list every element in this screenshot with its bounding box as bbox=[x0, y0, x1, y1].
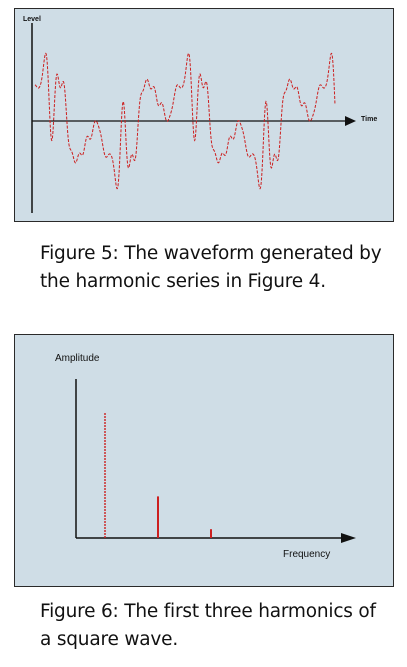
frequency-axis-label: Frequency bbox=[283, 549, 331, 560]
level-axis-label: Level bbox=[23, 16, 41, 23]
figure-6-harmonics-plot: Amplitude Frequency bbox=[14, 334, 394, 587]
frequency-axis-arrowhead bbox=[341, 533, 356, 543]
amplitude-axis-label: Amplitude bbox=[55, 353, 100, 364]
figure-5-caption: Figure 5: The waveform generated by the … bbox=[40, 243, 382, 292]
waveform-svg bbox=[31, 23, 356, 213]
waveform-line bbox=[34, 52, 336, 190]
figure-6-caption: Figure 6: The first three harmonics of a… bbox=[40, 601, 376, 650]
time-axis-arrowhead bbox=[345, 116, 356, 126]
time-axis-label: Time bbox=[361, 116, 378, 123]
figure-5-waveform-plot: Level Time bbox=[14, 8, 394, 222]
harmonics-svg bbox=[75, 379, 356, 543]
